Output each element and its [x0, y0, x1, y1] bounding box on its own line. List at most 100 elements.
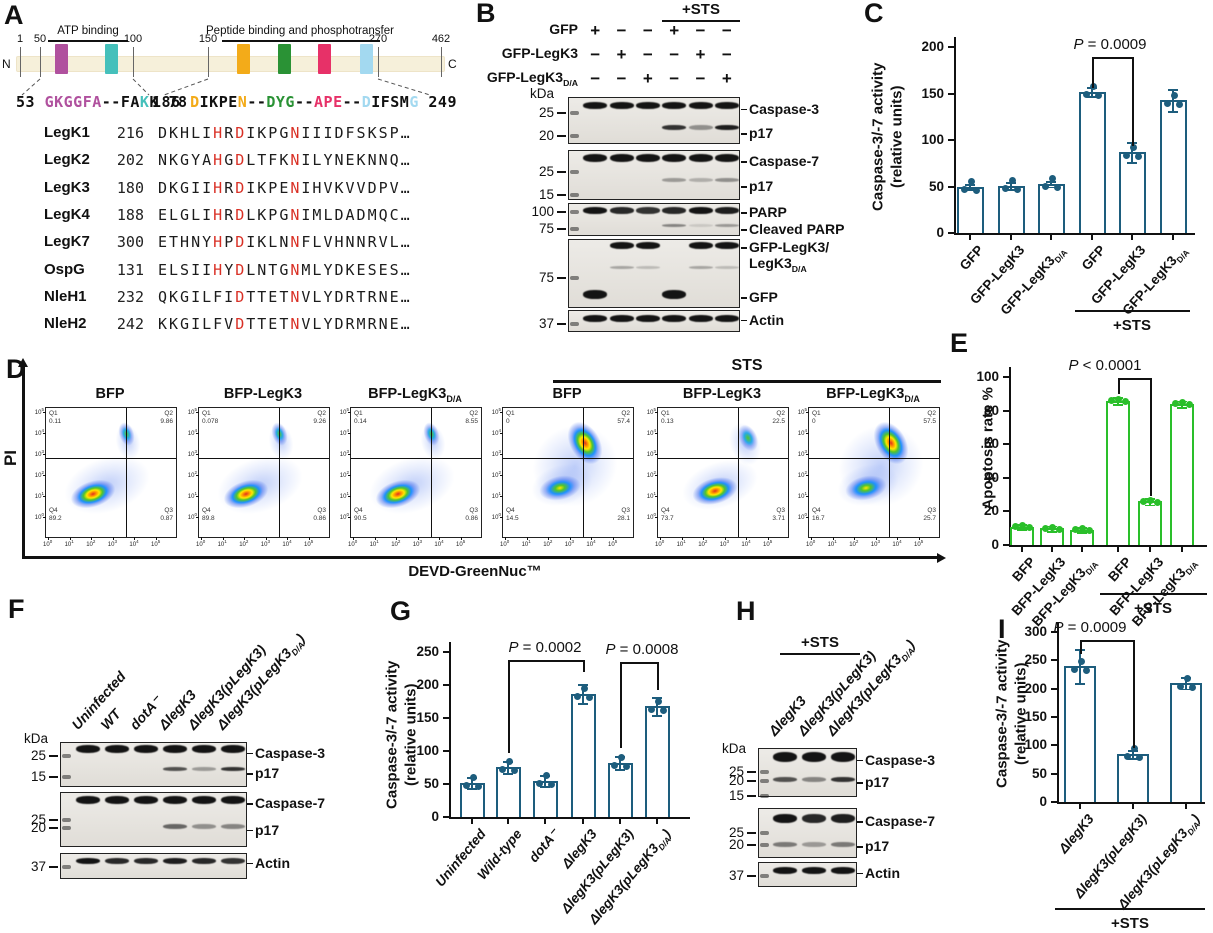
log-tick-label: 105	[456, 539, 466, 548]
plus-minus-sign: −	[721, 45, 732, 64]
wb-band	[688, 223, 713, 227]
data-point	[1094, 92, 1102, 100]
log-tick	[439, 537, 441, 540]
y-tick	[948, 185, 955, 188]
band-label: Caspase-7	[865, 813, 936, 829]
log-tick-label: 101	[491, 491, 501, 500]
data-point	[1122, 151, 1130, 159]
band-pointer-line	[857, 821, 863, 823]
quadrant-stat: Q4 16.7	[812, 506, 825, 522]
residue-tick	[208, 47, 210, 77]
log-tick-label: 102	[391, 539, 401, 548]
data-point	[654, 697, 662, 705]
wb-band	[830, 751, 855, 762]
error-cap	[1168, 88, 1178, 91]
alignment-protein-name: LegK7	[44, 233, 90, 251]
kda-marker-label: 75	[538, 221, 554, 237]
data-point	[1082, 666, 1090, 674]
data-point	[1077, 657, 1085, 665]
bar	[644, 706, 670, 817]
wb-band	[162, 795, 187, 804]
quadrant-stat: Q4 89.2	[49, 506, 62, 522]
band-pointer-line	[247, 803, 253, 805]
wb-band	[583, 314, 608, 322]
log-tick-label: 104	[34, 428, 44, 437]
data-point	[1025, 524, 1033, 532]
wb-band	[220, 857, 245, 864]
wb-band	[76, 857, 101, 864]
wb-band	[635, 242, 660, 250]
log-tick	[526, 537, 528, 540]
ladder-band	[760, 843, 769, 847]
significance-label: P < 0.0001	[1068, 357, 1142, 374]
band-pointer-line	[857, 782, 863, 785]
log-tick	[703, 537, 705, 540]
wb-band	[134, 745, 159, 754]
wb-band	[662, 124, 687, 130]
data-point	[505, 758, 513, 766]
bar	[1170, 683, 1202, 802]
data-point	[1071, 526, 1079, 534]
log-tick	[655, 475, 658, 476]
plus-minus-sign: −	[669, 45, 680, 64]
log-tick	[156, 537, 157, 540]
log-tick-label: 103	[260, 539, 270, 548]
alignment-protein-name: LegK1	[44, 124, 90, 141]
log-tick-label: 103	[870, 539, 880, 548]
kda-marker-label: 20	[538, 128, 554, 144]
ladder-band	[570, 193, 579, 197]
group-overline	[1075, 310, 1190, 312]
x-tick	[582, 819, 584, 824]
y-tick	[948, 46, 955, 48]
error-bar	[656, 696, 658, 716]
kda-marker-tick	[49, 827, 58, 830]
wb-band	[662, 101, 687, 109]
plus-minus-sign: −	[669, 69, 680, 88]
log-tick	[196, 433, 199, 434]
wb-band	[662, 314, 687, 322]
bar	[1117, 753, 1149, 802]
plus-minus-sign: −	[695, 69, 706, 88]
log-tick	[196, 454, 199, 455]
y-tick	[1051, 659, 1058, 662]
sts-treatment-label: STS	[731, 357, 763, 374]
domain-motif-box	[278, 44, 291, 74]
quadrant-stat: Q1 0	[506, 410, 515, 426]
log-tick	[196, 475, 199, 476]
significance-label: P = 0.0008	[605, 641, 679, 658]
alignment-start-position: 242	[116, 315, 144, 334]
log-tick	[353, 537, 354, 540]
log-tick-label: 103	[797, 449, 807, 458]
sts-treatment-label: +STS	[1113, 317, 1151, 334]
kda-marker-label: 25	[538, 164, 554, 179]
log-tick-label: 101	[827, 539, 837, 548]
y-tick-label: 100	[1024, 737, 1047, 753]
log-tick	[660, 537, 661, 540]
residue-tick-label: 150	[198, 33, 218, 45]
log-tick-label: 104	[892, 539, 902, 548]
quadrant-stat: Q3 0.87	[160, 506, 173, 522]
error-bar	[1050, 180, 1052, 187]
data-point	[469, 774, 477, 782]
condition-row-label: GFP-LegK3D/A	[486, 69, 578, 88]
log-tick	[112, 537, 114, 540]
wb-band	[688, 242, 713, 250]
wb-band	[162, 857, 187, 864]
plus-minus-sign: +	[590, 21, 601, 40]
quadrant-gate-line	[351, 458, 481, 460]
log-tick-label: 100	[339, 512, 349, 521]
bar	[1118, 152, 1146, 233]
band-pointer-line	[857, 872, 863, 875]
data-point	[1183, 674, 1191, 682]
band-label: PARP	[749, 203, 787, 220]
data-point	[960, 186, 968, 193]
y-axis	[449, 642, 451, 819]
alignment-sequence: DKGIIHRDIKPENIHVKVVDPV…	[158, 178, 412, 197]
error-bar	[969, 183, 971, 190]
data-point	[1053, 184, 1061, 192]
log-tick-label: 100	[348, 539, 358, 548]
x-tick	[1021, 547, 1023, 552]
x-axis	[449, 817, 690, 819]
y-tick	[443, 651, 450, 653]
kda-marker-tick	[557, 111, 566, 114]
